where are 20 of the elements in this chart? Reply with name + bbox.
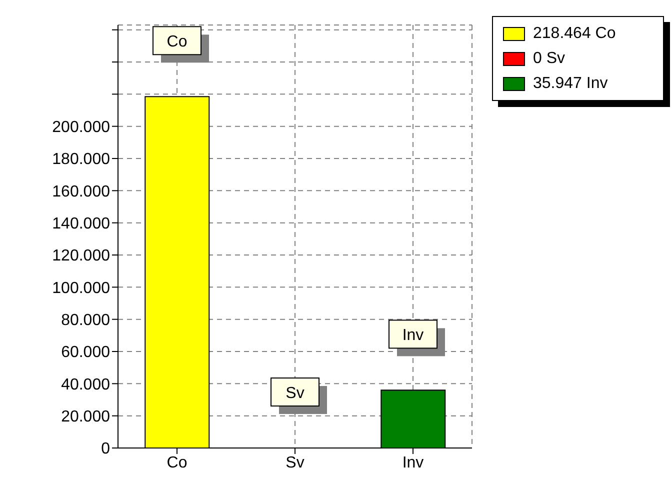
legend-label: 218.464 Co: [533, 24, 616, 42]
y-tick-label: 180.000: [52, 151, 110, 168]
y-tick-label: 40.000: [61, 376, 110, 394]
y-tick-label: 80.000: [61, 312, 110, 330]
y-tick-label: 0: [101, 440, 110, 458]
legend-label: 0 Sv: [533, 50, 566, 68]
y-tick-label: 140.000: [52, 216, 110, 233]
x-tick-label: Inv: [402, 454, 424, 472]
y-tick-label: 20.000: [61, 408, 110, 426]
annotation: Co: [166, 34, 188, 51]
y-tick-label: 120.000: [52, 248, 110, 265]
y-tick-label: 60.000: [61, 344, 110, 362]
x-tick-label: Sv: [286, 454, 304, 472]
y-tick-label: 160.000: [52, 183, 110, 200]
y-tick-label: 200.000: [52, 119, 110, 136]
annotation: Sv: [286, 385, 304, 402]
y-tick-label: 100.000: [52, 280, 110, 297]
legend-label: 35.947 Inv: [533, 74, 608, 92]
annotation: Inv: [402, 327, 424, 344]
x-tick-label: Co: [166, 454, 188, 472]
